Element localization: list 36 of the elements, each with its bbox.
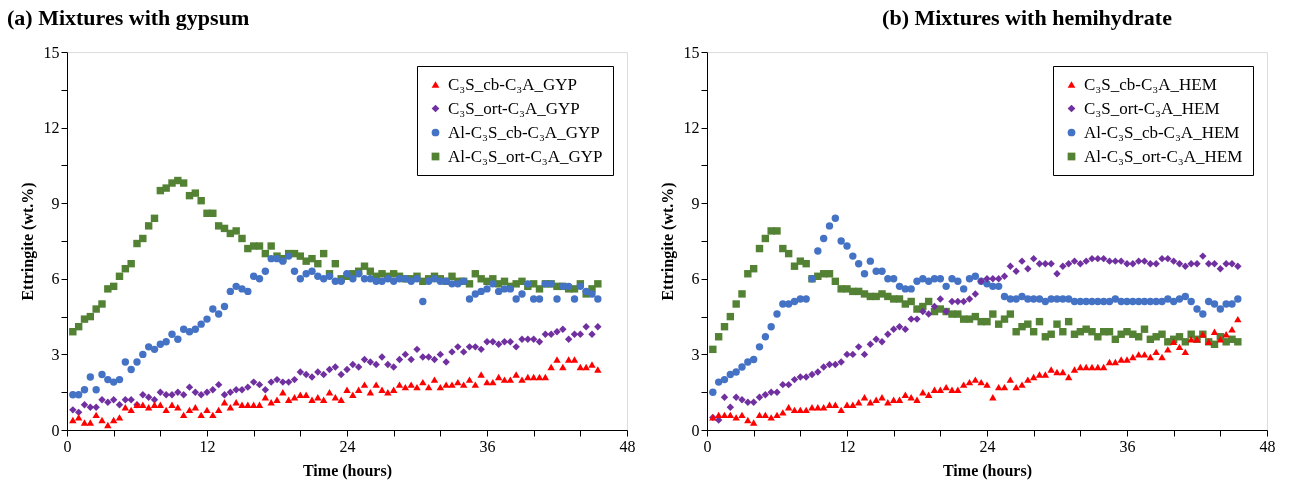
x-tick-label: 0 — [703, 437, 712, 455]
x-tick-label: 36 — [1119, 437, 1136, 455]
x-axis-title: Time (hours) — [302, 461, 393, 480]
x-tick-label: 36 — [479, 437, 496, 455]
x-tick-label: 48 — [619, 437, 636, 455]
x-tick-label: 24 — [339, 437, 356, 455]
x-tick-label: 48 — [1259, 437, 1276, 455]
y-axis-title: Ettringite (wt.%) — [658, 182, 677, 301]
x-tick-label: 12 — [199, 437, 216, 455]
y-tick-label: 6 — [691, 270, 700, 288]
chart-title: (a) Mixtures with gypsum — [7, 5, 250, 30]
y-tick-label: 3 — [51, 345, 60, 363]
legend-label: Al-C₃S_cb-C₃A_GYP — [448, 122, 600, 142]
y-tick-label: 12 — [43, 119, 60, 137]
x-tick-label: 0 — [63, 437, 72, 455]
y-tick-label: 15 — [43, 43, 60, 61]
legend-label: C₃S_ort-C₃A_HEM — [1084, 98, 1220, 118]
y-tick-label: 6 — [51, 270, 60, 288]
chart-title: (b) Mixtures with hemihydrate — [882, 5, 1173, 30]
y-tick-label: 0 — [691, 421, 700, 439]
y-tick-label: 3 — [691, 345, 700, 363]
y-tick-label: 9 — [691, 194, 700, 212]
x-axis-title: Time (hours) — [942, 461, 1033, 480]
legend-label: C₃S_cb-C₃A_HEM — [1084, 74, 1217, 94]
y-tick-label: 12 — [683, 119, 700, 137]
legend-label: C₃S_cb-C₃A_GYP — [448, 74, 577, 94]
y-axis-title: Ettringite (wt.%) — [18, 182, 37, 301]
legend-label: Al-C₃S_cb-C₃A_HEM — [1084, 122, 1240, 142]
legend-label: Al-C₃S_ort-C₃A_HEM — [1084, 146, 1243, 166]
legend-label: C₃S_ort-C₃A_GYP — [448, 98, 580, 118]
y-tick-label: 0 — [51, 421, 60, 439]
legend-label: Al-C₃S_ort-C₃A_GYP — [448, 146, 603, 166]
x-tick-label: 24 — [979, 437, 996, 455]
y-tick-label: 9 — [51, 194, 60, 212]
x-tick-label: 12 — [839, 437, 856, 455]
y-tick-label: 15 — [683, 43, 700, 61]
